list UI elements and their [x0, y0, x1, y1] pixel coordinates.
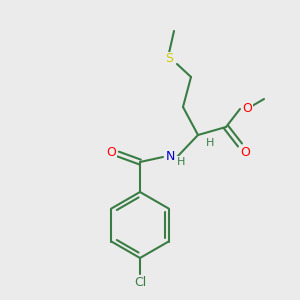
Text: O: O: [106, 146, 116, 160]
Text: H: H: [177, 157, 185, 167]
Text: N: N: [165, 151, 175, 164]
Text: S: S: [165, 52, 173, 65]
Text: H: H: [206, 138, 214, 148]
Text: O: O: [242, 103, 252, 116]
Text: Cl: Cl: [134, 275, 146, 289]
Text: O: O: [240, 146, 250, 158]
